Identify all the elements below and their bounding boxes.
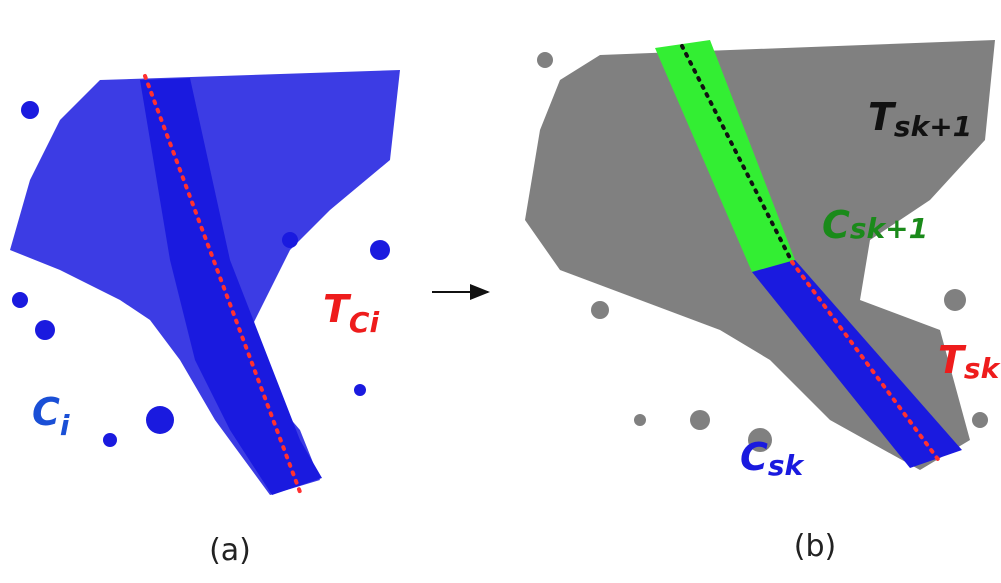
label: TCi <box>323 287 379 339</box>
label-sub: Ci <box>349 306 380 339</box>
label-main: T <box>868 95 897 139</box>
label-main: C <box>740 435 768 479</box>
label-sub: sk+1 <box>894 110 972 143</box>
label-sub: sk <box>768 449 806 482</box>
label-sub: sk <box>964 352 1001 385</box>
label-sub: sk+1 <box>850 212 928 245</box>
caption: (b) <box>794 529 836 564</box>
label-main: C <box>822 203 850 247</box>
label-main: T <box>938 338 967 382</box>
label: Tsk <box>938 338 1001 385</box>
figure: Ci TCi Tsk+1 Csk+1 Tsk Csk (a) (b) <box>0 0 1001 583</box>
label-main: C <box>32 390 60 434</box>
label-sub: i <box>60 409 70 442</box>
label: Ci <box>32 390 70 442</box>
label-main: T <box>323 287 352 331</box>
caption: (a) <box>209 533 251 568</box>
label: Csk <box>740 435 806 482</box>
